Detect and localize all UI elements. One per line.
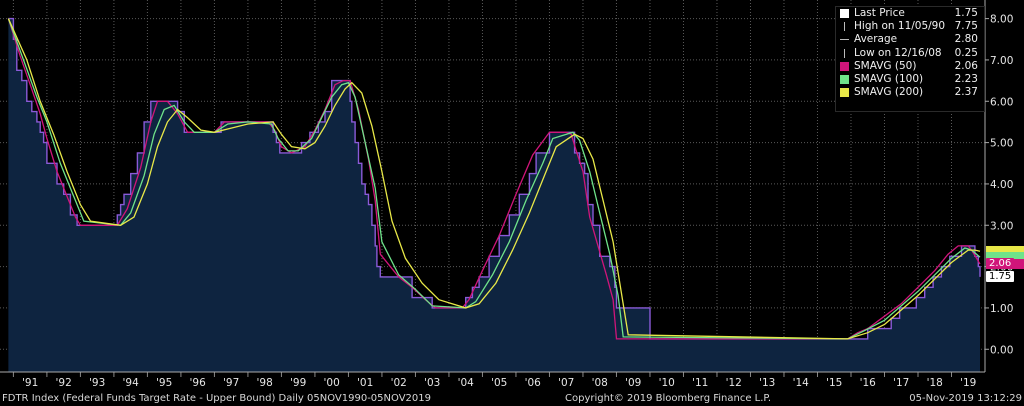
legend-symbol: [840, 88, 849, 98]
x-tick-label: '17: [893, 377, 909, 389]
x-tick-label: '94: [123, 377, 140, 389]
legend-value: 2.06: [954, 59, 978, 72]
x-tick-label: '12: [726, 377, 742, 389]
last-price-area: [8, 18, 980, 372]
footer-copyright: Copyright© 2019 Bloomberg Finance L.P.: [565, 393, 772, 404]
legend-symbol: [840, 61, 849, 71]
smavg-line-3: [7, 18, 981, 340]
chart-footer: FDTR Index (Federal Funds Target Rate - …: [0, 392, 1024, 406]
value-tag: 2.06: [986, 258, 1015, 270]
value-tag: 1.75: [986, 270, 1015, 282]
legend-label: SMAVG (100): [854, 72, 924, 85]
legend-symbol: [844, 48, 845, 58]
y-tick-label: 8.00: [990, 14, 1013, 26]
legend-value: 2.37: [954, 86, 978, 99]
x-tick-label: '92: [56, 377, 72, 389]
legend-label: High on 11/05/90: [854, 20, 946, 33]
y-tick-label: 1.00: [990, 303, 1013, 315]
smavg-line-2: [7, 18, 981, 340]
axis-layer: '91 '92 '93 '94 '95 '96 '97 '98 '99 '00 '01 '02 '03 '…: [0, 0, 1013, 389]
legend-value: 7.75: [954, 20, 978, 33]
x-tick-label: '91: [22, 377, 38, 389]
x-tick-label: '96: [190, 377, 207, 389]
y-tick-label: 0.00: [990, 344, 1013, 356]
footer-title: FDTR Index (Federal Funds Target Rate - …: [2, 393, 431, 404]
legend-row: High on 11/05/90 7.75: [836, 20, 984, 33]
legend-label: SMAVG (50): [854, 59, 917, 72]
x-tick-label: '10: [659, 377, 675, 389]
legend-symbol: [844, 22, 845, 32]
x-tick-label: '11: [692, 377, 708, 389]
x-tick-label: '16: [860, 377, 877, 389]
x-tick-label: '06: [525, 377, 542, 389]
legend-value: 2.23: [954, 72, 978, 85]
series-marker: [986, 246, 1024, 257]
x-tick-label: '19: [960, 377, 976, 389]
x-tick-label: '93: [89, 377, 105, 389]
x-tick-label: '07: [558, 377, 574, 389]
footer-timestamp: 05-Nov-2019 13:12:29: [909, 393, 1022, 404]
y-tick-label: 4.00: [990, 179, 1013, 191]
area-layer: [8, 18, 980, 372]
x-tick-label: '08: [592, 377, 608, 389]
fdtr-chart: '91 '92 '93 '94 '95 '96 '97 '98 '99 '00 '01 '02 '03 '…: [0, 0, 1013, 389]
x-tick-label: '00: [324, 377, 340, 389]
legend-row: SMAVG (50) 2.06: [836, 60, 984, 73]
y-tick-label: 6.00: [990, 96, 1013, 108]
x-tick-label: '13: [759, 377, 775, 389]
x-tick-label: '95: [156, 377, 172, 389]
x-tick-label: '98: [257, 377, 273, 389]
legend-symbol: [840, 9, 849, 18]
y-tick-label: 3.00: [990, 220, 1013, 232]
x-tick-label: '01: [357, 377, 373, 389]
x-tick-label: '15: [826, 377, 842, 389]
legend-label: SMAVG (200): [854, 86, 924, 99]
legend-label: Low on 12/16/08: [854, 46, 942, 59]
legend-label: Last Price: [854, 7, 905, 19]
x-tick-label: '05: [491, 377, 507, 389]
legend-row: Last Price 1.75: [836, 7, 984, 20]
line-layer: [7, 17, 981, 340]
legend-value: 1.75: [954, 7, 978, 19]
x-tick-label: '97: [223, 377, 239, 389]
smavg-line-1: [7, 18, 981, 340]
x-tick-label: '03: [424, 377, 440, 389]
legend-value: 0.25: [954, 46, 978, 59]
chart-legend: Last Price 1.75 High on 11/05/90 7.75 Averag…: [835, 6, 985, 112]
x-tick-label: '02: [391, 377, 407, 389]
x-tick-label: '99: [290, 377, 306, 389]
x-tick-label: '18: [927, 377, 943, 389]
y-tick-label: 7.00: [990, 55, 1013, 67]
legend-row: SMAVG (200) 2.37: [836, 86, 984, 99]
x-tick-label: '09: [625, 377, 641, 389]
y-tick-label: 5.00: [990, 138, 1013, 150]
legend-row: Low on 12/16/08 0.25: [836, 47, 984, 60]
legend-row: Average 2.80: [836, 33, 984, 46]
legend-symbol: [840, 39, 849, 41]
legend-row: SMAVG (100) 2.23: [836, 73, 984, 86]
x-tick-label: '14: [793, 377, 810, 389]
legend-value: 2.80: [954, 33, 978, 46]
legend-label: Average: [854, 33, 898, 46]
legend-symbol: [840, 74, 849, 84]
series-marker: [986, 252, 1024, 263]
x-tick-label: '04: [458, 377, 475, 389]
